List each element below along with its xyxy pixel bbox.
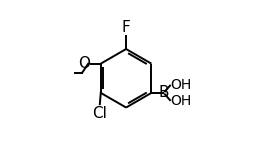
Text: O: O	[79, 56, 91, 71]
Text: B: B	[159, 85, 169, 100]
Text: OH: OH	[171, 78, 192, 92]
Text: Cl: Cl	[92, 106, 107, 121]
Text: F: F	[122, 20, 131, 35]
Text: OH: OH	[171, 94, 192, 108]
